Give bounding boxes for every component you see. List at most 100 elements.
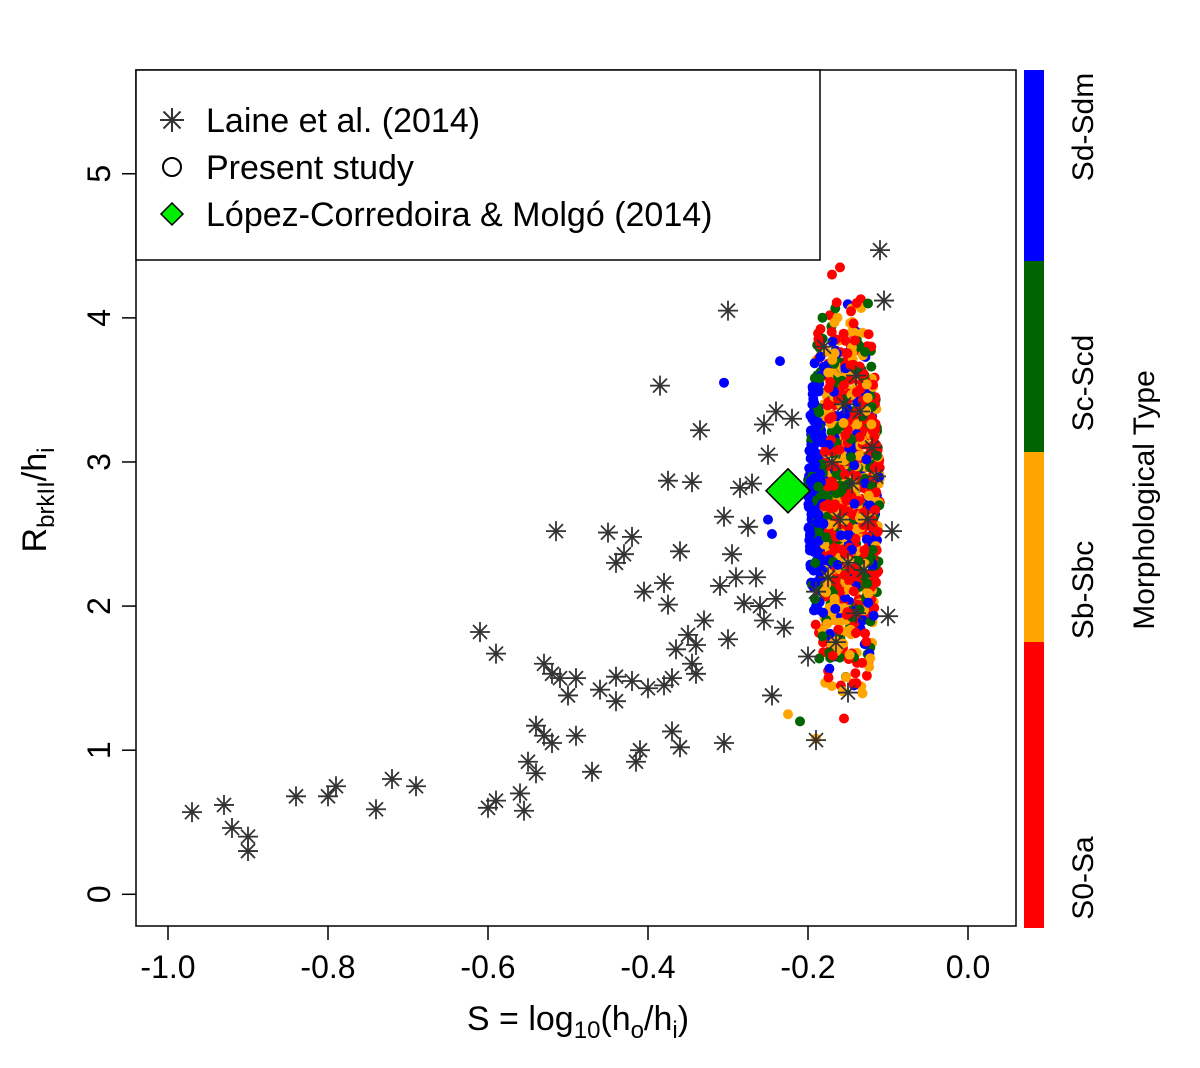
laine-asterisk <box>846 365 866 386</box>
x-tick-label: -0.6 <box>460 949 515 985</box>
x-tick-label: -1.0 <box>140 949 195 985</box>
laine-asterisk <box>650 375 670 396</box>
laine-asterisk <box>710 575 730 596</box>
laine-asterisk <box>866 466 886 487</box>
legend-diamond-icon <box>159 201 185 227</box>
present-study-point <box>804 535 815 546</box>
present-study-point <box>840 430 851 440</box>
laine-asterisk <box>526 715 546 736</box>
laine-asterisk <box>590 679 610 700</box>
present-study-point <box>861 454 872 465</box>
present-study-point <box>817 565 828 576</box>
laine-asterisk <box>614 544 634 565</box>
present-study-point <box>863 329 874 340</box>
present-study-point <box>832 559 843 570</box>
laine-asterisk <box>534 653 554 674</box>
legend-label-present: Present study <box>206 149 414 187</box>
present-study-point <box>868 522 879 533</box>
laine-asterisk <box>878 606 898 627</box>
laine-asterisk <box>746 567 766 588</box>
present-study-point <box>813 481 824 492</box>
laine-asterisk <box>654 573 674 594</box>
present-study-point <box>863 490 874 501</box>
present-study-point <box>827 336 838 347</box>
laine-asterisk <box>814 336 834 357</box>
present-study-point <box>719 377 729 388</box>
laine-asterisk <box>798 646 818 667</box>
present-study-point <box>838 328 849 339</box>
present-study-point <box>835 262 845 273</box>
present-study-points <box>719 262 885 744</box>
present-study-point <box>815 351 826 362</box>
present-study-point <box>827 354 838 365</box>
present-study-point <box>845 374 856 385</box>
laine-asterisk <box>666 639 686 660</box>
laine-asterisk <box>658 470 678 491</box>
present-study-point <box>825 310 835 321</box>
present-study-point <box>849 460 860 471</box>
laine-asterisk <box>182 802 202 823</box>
laine-asterisk <box>754 414 774 435</box>
laine-asterisk <box>286 786 306 807</box>
laine-asterisk <box>542 663 562 684</box>
laine-asterisk <box>718 629 738 650</box>
laine-asterisk <box>658 594 678 615</box>
legend-label-laine: Laine et al. (2014) <box>206 102 480 140</box>
present-study-point <box>866 419 877 430</box>
legend-box <box>135 69 821 261</box>
present-study-point <box>862 392 873 403</box>
laine-asterisk <box>854 560 874 581</box>
laine-asterisk <box>774 617 794 638</box>
present-study-point <box>821 532 831 543</box>
laine-points <box>182 240 902 862</box>
present-study-point <box>817 631 828 642</box>
present-study-point <box>814 653 825 664</box>
present-study-point <box>842 348 853 359</box>
present-study-point <box>841 672 852 683</box>
laine-asterisk <box>318 786 338 807</box>
present-study-point <box>861 379 872 390</box>
present-study-point <box>824 663 835 674</box>
present-study-point <box>870 505 881 515</box>
present-study-point <box>854 432 865 442</box>
laine-asterisk <box>738 516 758 537</box>
legend: Laine et al. (2014) Present study López-… <box>135 69 821 261</box>
laine-asterisk <box>818 567 838 588</box>
present-study-point <box>863 597 874 608</box>
laine-asterisk <box>606 691 626 712</box>
present-study-point <box>767 529 777 539</box>
laine-asterisk <box>682 472 702 493</box>
laine-asterisk <box>714 506 734 527</box>
colorbar-segment-sb-sbc <box>1024 452 1044 642</box>
y-tick-label: 3 <box>81 453 117 471</box>
laine-asterisk <box>662 721 682 742</box>
present-study-point <box>834 444 845 455</box>
present-study-point <box>826 327 837 337</box>
present-study-point <box>848 318 859 329</box>
present-study-point <box>857 657 868 668</box>
present-study-point <box>830 603 841 614</box>
laine-asterisk <box>566 668 586 689</box>
present-study-point <box>871 487 882 498</box>
present-study-point <box>805 446 816 456</box>
laine-asterisk <box>806 730 826 751</box>
y-axis-label: RbrkII/hi <box>16 448 60 553</box>
laine-asterisk <box>834 394 854 415</box>
lopez-corredoira-points <box>764 467 812 514</box>
present-study-point <box>841 495 852 506</box>
present-study-point <box>831 297 842 308</box>
laine-asterisk <box>622 671 642 692</box>
present-study-point <box>824 413 835 424</box>
laine-asterisk <box>546 521 566 542</box>
laine-asterisk <box>846 603 866 624</box>
present-study-point <box>851 627 861 638</box>
lopez-corredoira-diamond <box>764 467 812 514</box>
present-study-point <box>795 716 805 727</box>
laine-asterisk <box>806 581 826 602</box>
colorbar-label-sd-sdm: Sd-Sdm <box>1067 73 1100 181</box>
present-study-point <box>826 427 837 437</box>
present-study-point <box>860 346 870 357</box>
present-study-point <box>850 533 861 544</box>
present-study-point <box>840 469 850 480</box>
present-study-point <box>823 672 834 683</box>
